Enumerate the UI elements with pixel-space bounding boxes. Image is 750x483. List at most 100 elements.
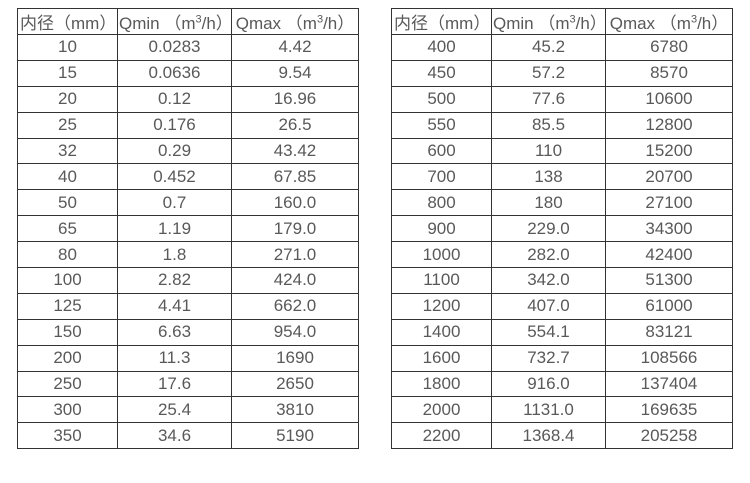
cell-qmin-m3h: 85.5 <box>491 111 606 139</box>
cell-qmin-m3h: 342.0 <box>491 267 606 294</box>
cell-inner-diameter-mm: 125 <box>17 292 118 320</box>
cell-qmax-m3h: 5190 <box>231 422 359 450</box>
table-row: 350 34.6 5190 <box>17 422 359 450</box>
cell-qmin-m3h: 0.0636 <box>117 59 232 87</box>
cell-inner-diameter-mm: 250 <box>17 370 118 398</box>
table-row: 65 1.19 179.0 <box>17 215 359 243</box>
table-row: 400 45.2 6780 <box>391 34 733 61</box>
cell-qmin-m3h: 2.82 <box>117 267 232 294</box>
cell-inner-diameter-mm: 50 <box>17 189 118 217</box>
cell-qmax-m3h: 954.0 <box>231 318 359 346</box>
cell-qmax-m3h: 271.0 <box>231 241 359 269</box>
header-qmax: Qmax （m3/h） <box>605 8 733 35</box>
cell-qmax-m3h: 34300 <box>605 215 733 243</box>
cell-inner-diameter-mm: 1400 <box>391 318 492 346</box>
table-row: 1000 282.0 42400 <box>391 241 733 269</box>
header-qmin: Qmin （m3/h） <box>117 8 232 35</box>
table-body: 400 45.2 6780 450 57.2 8570 500 77.6 10600 550 85.… <box>391 34 733 450</box>
cell-inner-diameter-mm: 400 <box>391 34 492 61</box>
table-row: 250 17.6 2650 <box>17 370 359 398</box>
table-body: 10 0.0283 4.42 15 0.0636 9.54 20 0.12 16.96 25 0.1… <box>17 34 359 450</box>
cell-qmin-m3h: 77.6 <box>491 85 606 113</box>
cell-qmin-m3h: 554.1 <box>491 318 606 346</box>
table-row: 450 57.2 8570 <box>391 59 733 87</box>
cell-qmax-m3h: 160.0 <box>231 189 359 217</box>
cell-inner-diameter-mm: 300 <box>17 396 118 424</box>
table-row: 150 6.63 954.0 <box>17 318 359 346</box>
cell-qmin-m3h: 0.176 <box>117 111 232 139</box>
cell-inner-diameter-mm: 350 <box>17 422 118 450</box>
cell-qmin-m3h: 0.0283 <box>117 34 232 61</box>
cell-inner-diameter-mm: 32 <box>17 137 118 165</box>
cell-qmax-m3h: 424.0 <box>231 267 359 294</box>
cell-qmax-m3h: 1690 <box>231 344 359 372</box>
cell-qmin-m3h: 229.0 <box>491 215 606 243</box>
table-header: 内径（mm） Qmin （m3/h） Qmax （m3/h） <box>391 8 733 35</box>
cell-inner-diameter-mm: 20 <box>17 85 118 113</box>
cell-inner-diameter-mm: 2000 <box>391 396 492 424</box>
cell-qmin-m3h: 916.0 <box>491 370 606 398</box>
cell-qmax-m3h: 108566 <box>605 344 733 372</box>
cell-qmin-m3h: 11.3 <box>117 344 232 372</box>
table-row: 25 0.176 26.5 <box>17 111 359 139</box>
cell-inner-diameter-mm: 2200 <box>391 422 492 450</box>
header-inner-diameter: 内径（mm） <box>17 8 118 35</box>
table-row: 550 85.5 12800 <box>391 111 733 139</box>
cell-inner-diameter-mm: 10 <box>17 34 118 61</box>
cell-qmax-m3h: 12800 <box>605 111 733 139</box>
cell-qmax-m3h: 16.96 <box>231 85 359 113</box>
cell-inner-diameter-mm: 15 <box>17 59 118 87</box>
table-row: 800 180 27100 <box>391 189 733 217</box>
cell-qmax-m3h: 83121 <box>605 318 733 346</box>
cell-qmin-m3h: 180 <box>491 189 606 217</box>
table-row: 80 1.8 271.0 <box>17 241 359 269</box>
spec-table: 内径（mm） Qmin （m3/h） Qmax （m3/h） 400 45.2 67… <box>391 8 733 450</box>
table-row: 900 229.0 34300 <box>391 215 733 243</box>
cell-qmax-m3h: 205258 <box>605 422 733 450</box>
header-row: 内径（mm） Qmin （m3/h） Qmax （m3/h） <box>17 8 359 35</box>
table-row: 1400 554.1 83121 <box>391 318 733 346</box>
table-row: 2200 1368.4 205258 <box>391 422 733 450</box>
cell-inner-diameter-mm: 200 <box>17 344 118 372</box>
cell-inner-diameter-mm: 450 <box>391 59 492 87</box>
table-row: 100 2.82 424.0 <box>17 267 359 294</box>
cell-qmin-m3h: 0.29 <box>117 137 232 165</box>
cell-qmax-m3h: 61000 <box>605 292 733 320</box>
cell-qmin-m3h: 34.6 <box>117 422 232 450</box>
cell-inner-diameter-mm: 25 <box>17 111 118 139</box>
cell-inner-diameter-mm: 800 <box>391 189 492 217</box>
table-row: 600 110 15200 <box>391 137 733 165</box>
table-row: 10 0.0283 4.42 <box>17 34 359 61</box>
cell-qmin-m3h: 1.19 <box>117 215 232 243</box>
table-row: 2000 1131.0 169635 <box>391 396 733 424</box>
cell-qmin-m3h: 138 <box>491 163 606 191</box>
cell-qmin-m3h: 1368.4 <box>491 422 606 450</box>
cell-qmin-m3h: 25.4 <box>117 396 232 424</box>
cell-qmax-m3h: 8570 <box>605 59 733 87</box>
table-row: 700 138 20700 <box>391 163 733 191</box>
table-row: 300 25.4 3810 <box>17 396 359 424</box>
table-row: 40 0.452 67.85 <box>17 163 359 191</box>
table-row: 32 0.29 43.42 <box>17 137 359 165</box>
table-row: 1600 732.7 108566 <box>391 344 733 372</box>
cell-qmax-m3h: 20700 <box>605 163 733 191</box>
cell-qmin-m3h: 1131.0 <box>491 396 606 424</box>
cell-qmax-m3h: 9.54 <box>231 59 359 87</box>
table-header: 内径（mm） Qmin （m3/h） Qmax （m3/h） <box>17 8 359 35</box>
table-row: 1200 407.0 61000 <box>391 292 733 320</box>
flow-table-small-diameters: 内径（mm） Qmin （m3/h） Qmax （m3/h） 10 0.0283 4… <box>17 8 359 450</box>
cell-qmin-m3h: 0.452 <box>117 163 232 191</box>
cell-inner-diameter-mm: 40 <box>17 163 118 191</box>
cell-qmax-m3h: 662.0 <box>231 292 359 320</box>
cell-qmax-m3h: 10600 <box>605 85 733 113</box>
table-row: 200 11.3 1690 <box>17 344 359 372</box>
table-row: 20 0.12 16.96 <box>17 85 359 113</box>
cell-inner-diameter-mm: 700 <box>391 163 492 191</box>
cell-qmax-m3h: 27100 <box>605 189 733 217</box>
cell-inner-diameter-mm: 1600 <box>391 344 492 372</box>
cell-qmax-m3h: 137404 <box>605 370 733 398</box>
cell-qmin-m3h: 0.12 <box>117 85 232 113</box>
cell-qmin-m3h: 0.7 <box>117 189 232 217</box>
cell-qmin-m3h: 6.63 <box>117 318 232 346</box>
